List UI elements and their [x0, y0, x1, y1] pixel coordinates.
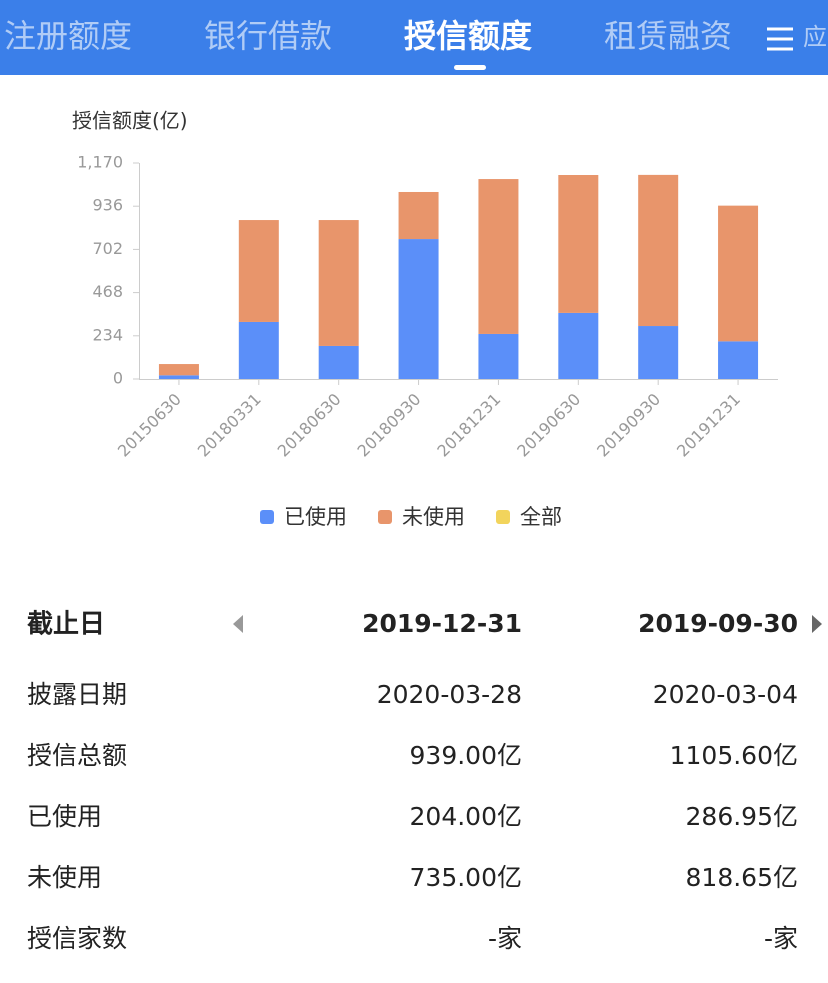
table-cell: 2020-03-04	[653, 680, 798, 709]
table-header: 2019-12-31	[362, 609, 522, 638]
y-tick-label: 936	[92, 196, 123, 215]
bar-segment	[718, 341, 759, 379]
bar-segment	[398, 239, 439, 379]
tab[interactable]: 授信额度	[404, 17, 532, 55]
tab-indicator	[454, 65, 486, 70]
table-cell: 已使用	[27, 802, 102, 831]
table-cell: 735.00亿	[410, 863, 522, 892]
prev-arrow[interactable]	[233, 615, 243, 633]
y-tick-label: 0	[113, 369, 123, 388]
bar-segment	[638, 174, 679, 327]
x-tick-label: 20190930	[593, 390, 664, 461]
y-tick-label: 234	[92, 325, 123, 344]
table-cell: 未使用	[27, 863, 102, 892]
legend-marker	[260, 510, 274, 524]
tab-bar	[0, 0, 828, 75]
bar-segment	[718, 205, 759, 342]
table-cell: 204.00亿	[410, 802, 522, 831]
y-tick-label: 1,170	[77, 153, 123, 172]
bar-segment	[558, 175, 599, 313]
table-header: 截止日	[27, 610, 105, 640]
legend-marker	[496, 510, 510, 524]
bar-segment	[318, 220, 359, 346]
table-header: 2019-09-30	[638, 609, 798, 638]
bar-segment	[318, 345, 359, 379]
legend-label: 全部	[520, 505, 562, 529]
legend-marker	[378, 510, 392, 524]
y-tick-label: 468	[92, 282, 123, 301]
y-axis-label: 授信额度(亿)	[72, 109, 188, 133]
bar-segment	[158, 375, 199, 379]
x-tick-label: 20180930	[354, 390, 425, 461]
bar-segment	[638, 326, 679, 379]
bar-segment	[478, 333, 519, 379]
tab[interactable]: 租赁融资	[604, 17, 732, 55]
table-cell: 披露日期	[27, 680, 127, 709]
tab[interactable]: 注册额度	[4, 17, 132, 55]
bar-segment	[158, 364, 199, 376]
table-cell: 1105.60亿	[670, 741, 798, 770]
menu-bg	[790, 0, 828, 75]
x-tick-label: 20150630	[114, 390, 185, 461]
bar-segment	[558, 312, 599, 379]
table-cell: 818.65亿	[686, 863, 798, 892]
bar-segment	[398, 191, 439, 240]
table-cell: 939.00亿	[410, 741, 522, 770]
x-tick-label: 20180331	[194, 390, 265, 461]
table-cell: -家	[488, 924, 522, 953]
tab[interactable]: 应	[803, 23, 827, 51]
table-cell: 授信总额	[27, 741, 127, 770]
tab[interactable]: 银行借款	[204, 17, 332, 55]
x-tick-label: 20180630	[274, 390, 345, 461]
table-cell: 286.95亿	[686, 802, 798, 831]
y-tick-label: 702	[92, 239, 123, 258]
x-tick-label: 20191231	[673, 390, 744, 461]
bar-segment	[238, 321, 279, 379]
table-cell: -家	[764, 924, 798, 953]
table-cell: 2020-03-28	[377, 680, 522, 709]
bar-segment	[478, 179, 519, 334]
bar-segment	[238, 220, 279, 322]
x-tick-label: 20181231	[433, 390, 504, 461]
table-cell: 授信家数	[27, 924, 127, 953]
menu-icon[interactable]	[767, 27, 793, 51]
legend-label: 未使用	[402, 505, 465, 529]
x-tick-label: 20190630	[513, 390, 584, 461]
legend-label: 已使用	[284, 505, 347, 529]
next-arrow[interactable]	[812, 615, 822, 633]
